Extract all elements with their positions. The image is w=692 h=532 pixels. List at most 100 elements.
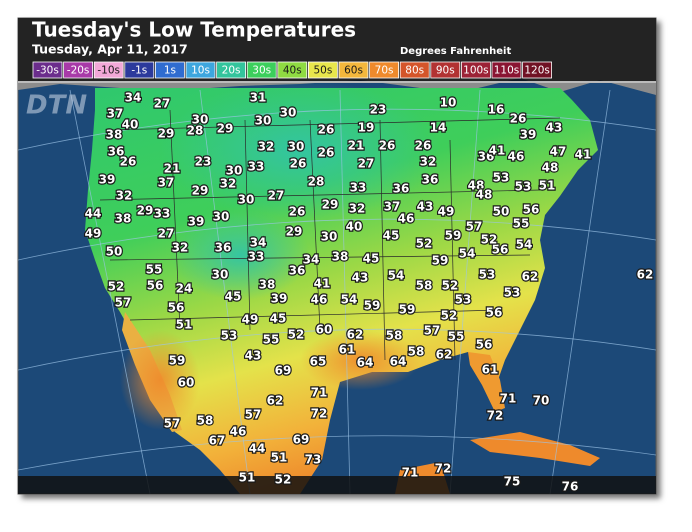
temperature-label: 53 bbox=[455, 293, 472, 307]
bottom-strip bbox=[18, 476, 656, 494]
logo: DTN bbox=[26, 91, 87, 121]
temperature-label: 46 bbox=[508, 150, 525, 164]
temperature-label: 55 bbox=[448, 330, 465, 344]
temperature-label: 52 bbox=[481, 233, 498, 247]
temperature-label: 28 bbox=[187, 124, 204, 138]
temperature-label: 36 bbox=[108, 145, 125, 159]
borders bbox=[99, 109, 561, 361]
temperature-label: 30 bbox=[255, 114, 272, 128]
units: Degrees Fahrenheit bbox=[400, 46, 511, 57]
legend-label: -10s bbox=[97, 65, 120, 77]
temperature-label: 41 bbox=[575, 148, 592, 162]
legend-swatch bbox=[93, 61, 124, 79]
temperature-label: 53 bbox=[493, 171, 510, 185]
temperature-label: 26 bbox=[289, 205, 306, 219]
temperature-label: 53 bbox=[504, 286, 521, 300]
legend-label: 70s bbox=[375, 65, 394, 77]
temperature-label: 38 bbox=[115, 212, 132, 226]
temperature-label: 53 bbox=[479, 268, 496, 282]
temperature-label: 34 bbox=[303, 253, 320, 267]
temperature-label: 59 bbox=[399, 303, 416, 317]
temperature-label: 41 bbox=[489, 144, 506, 158]
temperature-label: 32 bbox=[220, 177, 237, 191]
temperature-label: 55 bbox=[263, 333, 280, 347]
temperature-label: 10 bbox=[440, 96, 457, 110]
temperature-label: 26 bbox=[318, 123, 335, 137]
temperature-label: 53 bbox=[221, 329, 238, 343]
temperature-label: 21 bbox=[348, 139, 365, 153]
legend: -30s -20s -10s -1s 1s 10s 20s 30s 40s 50s 60s 70s 80… bbox=[32, 61, 552, 79]
legend-label: 20s bbox=[222, 65, 241, 77]
temperature-label: 26 bbox=[510, 112, 527, 126]
temperature-label: 30 bbox=[212, 268, 229, 282]
temperature-label: 52 bbox=[441, 309, 458, 323]
temperature-label: 61 bbox=[339, 343, 356, 357]
temperature-label: 33 bbox=[248, 250, 265, 264]
temperature-label: 62 bbox=[436, 348, 453, 362]
title: Tuesday's Low Temperatures bbox=[32, 18, 356, 42]
temperature-label: 43 bbox=[417, 200, 434, 214]
temperature-label: 52 bbox=[275, 473, 292, 487]
temperature-label: 57 bbox=[424, 324, 441, 338]
temperature-label: 52 bbox=[442, 279, 459, 293]
temperature-label: 30 bbox=[226, 164, 243, 178]
temperature-label: 32 bbox=[349, 202, 366, 216]
temperature-label: 44 bbox=[85, 207, 102, 221]
temperature-label: 38 bbox=[332, 250, 349, 264]
temperature-label: 29 bbox=[158, 127, 175, 141]
temperature-label: 56 bbox=[492, 243, 509, 257]
temperature-label: 43 bbox=[352, 271, 369, 285]
legend-label: 110s bbox=[494, 65, 520, 77]
temperature-label: 36 bbox=[289, 264, 306, 278]
legend-swatch bbox=[399, 61, 430, 79]
temperature-label: 27 bbox=[268, 189, 285, 203]
temperature-label: 52 bbox=[288, 328, 305, 342]
temperature-label: 37 bbox=[158, 176, 175, 190]
temperature-label: 54 bbox=[341, 293, 358, 307]
temperature-label: 23 bbox=[195, 155, 212, 169]
legend-swatch bbox=[369, 61, 400, 79]
temperature-label: 43 bbox=[546, 121, 563, 135]
temperature-label: 62 bbox=[347, 328, 364, 342]
legend-label: 60s bbox=[344, 65, 363, 77]
temperature-label: 14 bbox=[430, 121, 447, 135]
temperature-label: 58 bbox=[416, 279, 433, 293]
temperature-label: 39 bbox=[271, 292, 288, 306]
temperature-label: 26 bbox=[290, 157, 307, 171]
temperature-label: 33 bbox=[154, 207, 171, 221]
temperature-label: 27 bbox=[158, 227, 175, 241]
temperature-label: 26 bbox=[415, 139, 432, 153]
temperature-label: 23 bbox=[370, 103, 387, 117]
legend-label: -30s bbox=[36, 65, 59, 77]
temperature-label: 30 bbox=[213, 210, 230, 224]
temperature-label: 38 bbox=[106, 128, 123, 142]
temperature-label: 46 bbox=[311, 293, 328, 307]
legend-label: 40s bbox=[283, 65, 302, 77]
temperature-label: 59 bbox=[432, 254, 449, 268]
temperature-label: 64 bbox=[390, 355, 407, 369]
temperature-label: 16 bbox=[488, 103, 505, 117]
temperature-label: 46 bbox=[230, 425, 247, 439]
legend-swatch bbox=[522, 61, 552, 79]
warm-patch bbox=[300, 330, 420, 390]
temperature-label: 36 bbox=[422, 173, 439, 187]
subtitle: Tuesday, Apr 11, 2017 bbox=[32, 42, 188, 57]
temperature-label: 57 bbox=[466, 220, 483, 234]
temperature-label: 71 bbox=[402, 466, 419, 480]
temperature-label: 54 bbox=[459, 247, 476, 261]
legend-swatch bbox=[216, 61, 247, 79]
temperature-label: 19 bbox=[358, 121, 375, 135]
temperature-label: 45 bbox=[270, 312, 287, 326]
temperature-label: 75 bbox=[504, 475, 521, 489]
temperature-label: 29 bbox=[137, 204, 154, 218]
temperature-label: 72 bbox=[435, 462, 452, 476]
temperature-label: 31 bbox=[250, 91, 267, 105]
temperature-label: 46 bbox=[398, 212, 415, 226]
temperature-label: 39 bbox=[99, 173, 116, 187]
temperature-label: 43 bbox=[245, 349, 262, 363]
temperature-label: 41 bbox=[314, 277, 331, 291]
temperature-label: 47 bbox=[550, 145, 567, 159]
